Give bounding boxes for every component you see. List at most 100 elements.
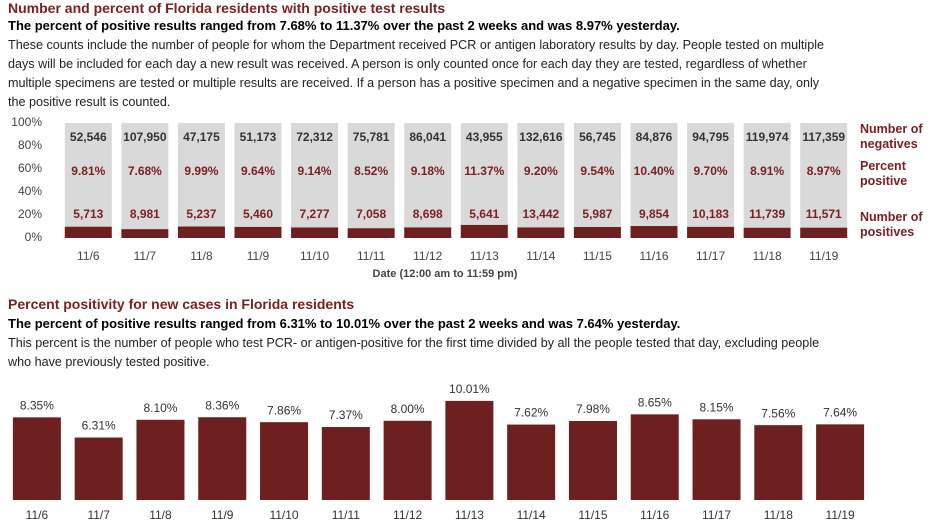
negatives-label: 52,546	[70, 130, 107, 144]
bar	[321, 427, 370, 500]
negatives-label: 47,175	[183, 130, 220, 144]
x-tick-label: 11/7	[134, 249, 157, 263]
negatives-label: 117,359	[802, 130, 845, 144]
negative-bar	[460, 123, 508, 225]
value-label: 8.00%	[391, 402, 425, 416]
positives-label: 8,981	[130, 207, 160, 221]
y-tick-label: 80%	[18, 138, 42, 152]
positive-bar	[234, 226, 282, 238]
x-tick-label: 11/10	[300, 249, 329, 263]
percent-label: 9.20%	[524, 164, 558, 178]
bar	[568, 420, 617, 500]
positives-label: 11,739	[749, 207, 785, 221]
x-tick-label: 11/15	[583, 249, 612, 263]
x-tick-label: 11/6	[26, 508, 49, 522]
x-tick-label: 11/14	[517, 508, 546, 522]
x-tick-label: 11/16	[640, 508, 669, 522]
x-tick-label: 11/15	[578, 508, 607, 522]
negatives-label: 72,312	[296, 130, 333, 144]
x-tick-label: 11/13	[470, 249, 499, 263]
bar	[12, 417, 61, 500]
positives-label: 10,183	[692, 207, 729, 221]
x-tick-label: 11/12	[413, 249, 442, 263]
negative-bar	[630, 123, 678, 227]
bar	[445, 400, 494, 500]
y-tick-label: 0%	[25, 230, 43, 244]
bar	[630, 414, 679, 500]
negative-bar	[121, 123, 169, 230]
value-label: 8.35%	[20, 399, 54, 413]
percent-label: 9.70%	[694, 164, 728, 178]
legend-label: Number of negatives	[860, 122, 923, 151]
negative-bar	[573, 123, 621, 228]
percent-label: 9.64%	[241, 164, 275, 178]
percent-label: 8.52%	[354, 164, 388, 178]
percent-label: 10.40%	[634, 164, 675, 178]
negatives-label: 43,955	[466, 130, 503, 144]
title: Percent positivity for new cases in Flor…	[8, 296, 355, 312]
negative-bar	[234, 123, 282, 227]
positive-bar	[687, 226, 735, 238]
positive-bar	[177, 226, 225, 238]
x-tick-label: 11/6	[77, 249, 100, 263]
value-label: 7.64%	[823, 406, 857, 420]
subtitle: The percent of positive results ranged f…	[8, 18, 680, 33]
bar	[74, 437, 123, 500]
positive-bar	[121, 229, 169, 238]
bar	[816, 424, 865, 500]
x-tick-label: 11/8	[190, 249, 213, 263]
legend-label: Percent positive	[860, 159, 908, 188]
negatives-label: 84,876	[636, 130, 673, 144]
positive-bar	[291, 227, 339, 238]
x-tick-label: 11/12	[393, 508, 422, 522]
value-label: 7.37%	[329, 408, 363, 422]
negatives-label: 75,781	[353, 130, 390, 144]
negative-bar	[687, 123, 735, 227]
x-tick-label: 11/17	[696, 249, 725, 263]
positives-label: 7,277	[300, 207, 330, 221]
negatives-label: 132,616	[519, 130, 563, 144]
percent-label: 11.37%	[464, 164, 504, 178]
positive-bar	[573, 227, 621, 238]
negatives-label: 51,173	[240, 130, 277, 144]
positives-label: 7,058	[356, 207, 386, 221]
percent-label: 8.97%	[807, 164, 841, 178]
negatives-label: 94,795	[692, 130, 729, 144]
y-tick-label: 20%	[18, 207, 42, 221]
x-tick-label: 11/8	[149, 508, 172, 522]
negative-bar	[291, 123, 339, 228]
negative-bar	[517, 123, 565, 228]
x-tick-label: 11/19	[809, 249, 838, 263]
value-label: 8.15%	[700, 400, 734, 414]
value-label: 8.10%	[143, 401, 177, 415]
value-label: 8.36%	[205, 398, 239, 412]
description: This percent is the number of people who…	[8, 336, 820, 369]
percent-label: 9.81%	[71, 164, 105, 178]
negatives-label: 107,950	[123, 130, 167, 144]
negative-bar	[404, 123, 452, 228]
bar	[136, 419, 185, 500]
positives-label: 9,854	[639, 207, 669, 221]
positive-bar	[347, 228, 395, 238]
percent-label: 7.68%	[128, 164, 162, 178]
positive-bar	[743, 227, 791, 238]
positive-bar	[800, 227, 848, 238]
x-tick-label: 11/13	[455, 508, 484, 522]
positive-bar	[64, 226, 112, 238]
percent-label: 9.14%	[298, 164, 332, 178]
positive-bar	[517, 227, 565, 238]
legend-item: Number of positives	[860, 210, 923, 239]
positives-label: 11,571	[806, 207, 842, 221]
value-label: 6.31%	[82, 419, 116, 433]
positives-label: 5,641	[469, 207, 499, 221]
negatives-label: 119,974	[746, 130, 789, 144]
negatives-label: 86,041	[409, 130, 446, 144]
positives-label: 13,442	[523, 207, 560, 221]
y-tick-label: 40%	[18, 184, 42, 198]
x-tick-label: 11/18	[764, 508, 793, 522]
x-tick-label: 11/11	[332, 508, 361, 522]
negative-bar	[347, 123, 395, 229]
negative-bar	[800, 123, 848, 228]
